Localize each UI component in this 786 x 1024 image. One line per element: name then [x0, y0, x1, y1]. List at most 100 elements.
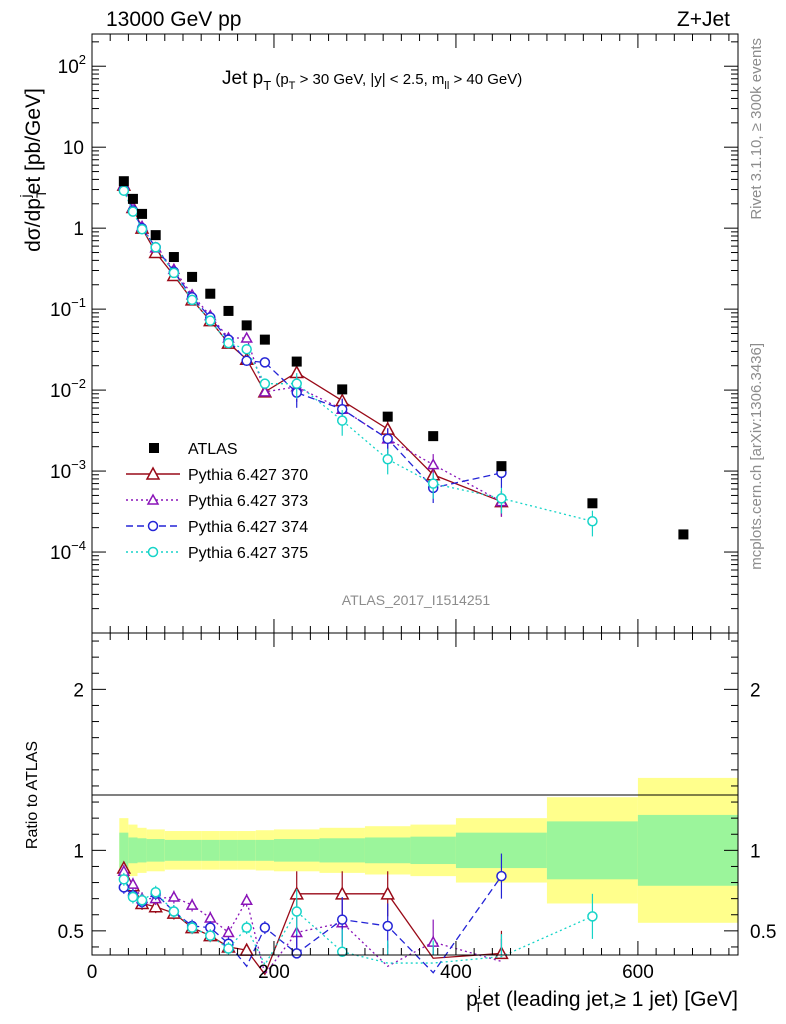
atlas-point — [428, 431, 439, 442]
series-marker — [223, 337, 234, 349]
series-marker — [587, 515, 598, 527]
ratio-marker — [205, 930, 216, 941]
legend-marker — [146, 493, 160, 505]
ratio-marker — [382, 920, 393, 932]
ratio-marker — [259, 922, 271, 933]
ratio-marker — [148, 899, 163, 913]
legend-label: Pythia 6.427 375 — [188, 545, 308, 562]
series-marker — [127, 206, 139, 217]
series-line-2 — [123, 189, 502, 489]
atlas-point — [291, 356, 302, 367]
x-tick-label: 200 — [258, 962, 290, 983]
y-tick-label: 10−1 — [50, 295, 86, 321]
ratio-band-green — [637, 814, 738, 886]
ratio-band-green — [146, 839, 165, 862]
atlas-point — [223, 305, 234, 316]
ratio-marker — [336, 914, 348, 925]
ratio-marker — [380, 886, 395, 900]
y-axis-label: dσ/dpTjet [pb/GeV] — [17, 88, 49, 252]
ratio-band-green — [237, 839, 256, 861]
mcplots-label: mcplots.cern.ch [arXiv:1306.3436] — [748, 343, 765, 570]
ratio-marker — [167, 890, 181, 902]
legend-label: ATLAS — [188, 441, 238, 458]
ratio-band-green — [273, 839, 320, 862]
ratio-marker — [241, 922, 252, 933]
series-marker — [150, 242, 161, 253]
y-tick-label: 102 — [58, 52, 86, 78]
legend-label: Pythia 6.427 374 — [188, 519, 308, 536]
ratio-marker — [150, 886, 161, 898]
atlas-point — [496, 461, 507, 472]
atlas-point — [382, 411, 393, 422]
series-marker — [118, 185, 130, 196]
y-tick-label: 10−2 — [50, 376, 86, 402]
rivet-label: Rivet 3.1.10, ≥ 300k events — [748, 38, 765, 220]
ratio-marker — [168, 906, 180, 917]
ratio-marker — [186, 922, 198, 933]
x-axis-label: pj Tet (leading jet,≥ 1 jet) [GeV] — [466, 983, 738, 1015]
y-tick-label: 10−3 — [50, 457, 86, 483]
ratio-marker — [127, 891, 139, 903]
series-marker — [291, 378, 302, 389]
series-marker — [258, 385, 272, 397]
ratio-marker — [185, 898, 199, 910]
series-marker — [136, 223, 148, 235]
x-tick-label: 0 — [87, 962, 98, 983]
series-marker — [259, 357, 271, 368]
ratio-tick-label-right: 1 — [750, 841, 761, 862]
atlas-point — [127, 193, 138, 204]
ratio-marker — [223, 943, 234, 954]
y-tick-label: 1 — [73, 219, 84, 240]
ratio-band-green — [410, 836, 456, 865]
series-marker — [240, 331, 253, 343]
ratio-tick-label: 1 — [73, 841, 84, 862]
top-frame — [91, 33, 739, 634]
ratio-band-green — [128, 837, 138, 864]
atlas-point — [205, 288, 216, 299]
atlas-point — [150, 230, 161, 241]
atlas-point — [587, 498, 598, 509]
atlas-point — [137, 208, 148, 219]
ratio-band-green — [255, 839, 274, 861]
series-marker — [427, 478, 439, 489]
series-marker — [186, 294, 198, 306]
series-line-3 — [123, 190, 593, 522]
ratio-panel: 0.5 0.5 1 1 2 2 0 200 400 600 — [58, 632, 776, 983]
series-marker — [241, 343, 252, 355]
atlas-point — [187, 271, 198, 282]
series-marker — [259, 378, 271, 389]
ratio-frame — [91, 632, 739, 956]
ratio-marker — [136, 895, 148, 906]
series-marker — [382, 453, 393, 465]
header-right: Z+Jet — [677, 8, 730, 31]
legend-marker — [149, 443, 159, 453]
ratio-tick-label: 2 — [73, 680, 84, 701]
y-tick-label: 10−4 — [50, 538, 86, 564]
analysis-watermark: ATLAS_2017_I1514251 — [342, 592, 491, 608]
ratio-band-green — [219, 839, 238, 861]
x-tick-label: 400 — [440, 962, 472, 983]
ratio-band-green — [119, 832, 129, 869]
series-marker — [336, 415, 348, 426]
ratio-marker — [496, 870, 507, 882]
y-tick-label: 10 — [63, 138, 84, 159]
ratio-marker — [126, 877, 140, 889]
ratio-band-green — [546, 821, 638, 880]
ratio-marker — [222, 925, 235, 938]
atlas-point — [241, 320, 252, 331]
ratio-tick-label: 0.5 — [58, 922, 84, 943]
ratio-tick-label-right: 2 — [750, 680, 761, 701]
series-line-0 — [123, 184, 502, 503]
ratio-band-green — [364, 837, 411, 864]
ratio-axis-label: Ratio to ATLAS — [24, 741, 41, 849]
atlas-point — [168, 252, 179, 263]
ratio-band-green — [182, 839, 202, 861]
top-panel: 102 10 1 10−1 10−2 10−3 10−4 — [50, 33, 739, 634]
series-marker — [168, 267, 180, 279]
ratio-marker — [240, 893, 253, 906]
atlas-point — [678, 529, 689, 540]
ratio-band-green — [164, 839, 183, 861]
ratio-band-green — [137, 838, 147, 863]
atlas-point — [337, 384, 348, 395]
